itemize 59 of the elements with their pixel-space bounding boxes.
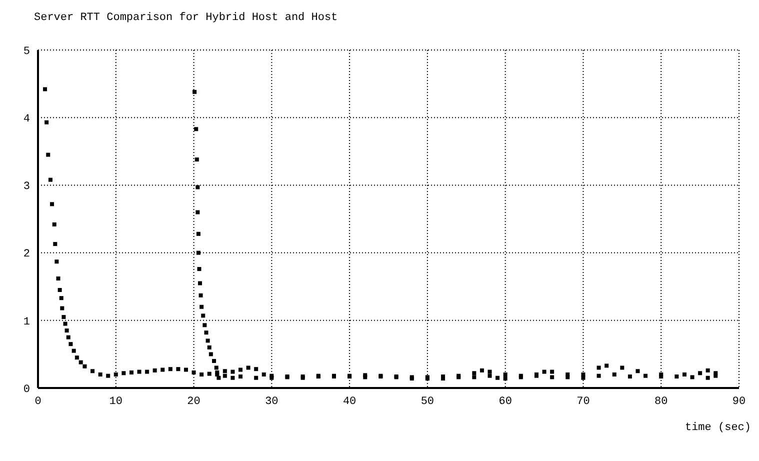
point	[488, 374, 492, 378]
y-tick-label: 0	[23, 384, 30, 396]
point	[690, 375, 694, 380]
y-tick-label: 5	[23, 46, 30, 58]
x-axis-title: time (sec)	[684, 422, 751, 434]
point	[216, 376, 221, 380]
point	[496, 376, 500, 380]
point	[212, 358, 216, 363]
point	[566, 375, 570, 380]
point	[674, 374, 679, 379]
point	[581, 376, 586, 380]
x-tick-label: 10	[109, 396, 122, 408]
point	[441, 376, 446, 381]
point	[202, 323, 207, 328]
point	[197, 267, 202, 272]
point	[194, 158, 199, 162]
point	[200, 304, 204, 309]
point	[196, 210, 200, 214]
point	[207, 345, 212, 350]
point	[230, 376, 235, 380]
point	[472, 375, 476, 380]
point	[214, 366, 218, 370]
point	[192, 90, 197, 94]
point	[596, 374, 601, 378]
point	[204, 330, 208, 335]
x-tick-label: 60	[498, 396, 512, 408]
y-tick-label: 4	[23, 114, 30, 126]
y-tick-label: 3	[23, 181, 30, 194]
point	[208, 352, 213, 356]
point	[628, 374, 632, 379]
y-tick-label: 2	[23, 248, 30, 261]
x-tick-label: 90	[732, 396, 746, 408]
y-tick-label: 1	[23, 316, 30, 328]
x-tick-label: 30	[265, 396, 278, 408]
point	[706, 376, 710, 380]
point	[550, 375, 554, 380]
point	[196, 250, 200, 255]
point	[222, 374, 227, 378]
x-tick-label: 40	[342, 396, 356, 408]
x-tick-label: 20	[187, 396, 200, 408]
chart-title: Server RTT Comparison for Hybrid Host and Host	[34, 12, 338, 24]
point	[644, 374, 648, 378]
point	[612, 372, 616, 376]
x-tick-label: 80	[654, 396, 668, 408]
point	[238, 374, 243, 379]
point	[659, 374, 664, 379]
point	[196, 185, 200, 190]
point	[206, 338, 210, 343]
point	[201, 314, 206, 318]
point	[198, 293, 203, 298]
point	[198, 281, 202, 286]
point	[194, 127, 198, 132]
point	[196, 232, 200, 236]
x-tick-label: 50	[420, 396, 434, 408]
x-tick-label: 0	[34, 396, 42, 408]
point	[254, 376, 258, 380]
point	[714, 374, 718, 378]
x-tick-label: 70	[576, 396, 590, 408]
point	[503, 376, 508, 381]
